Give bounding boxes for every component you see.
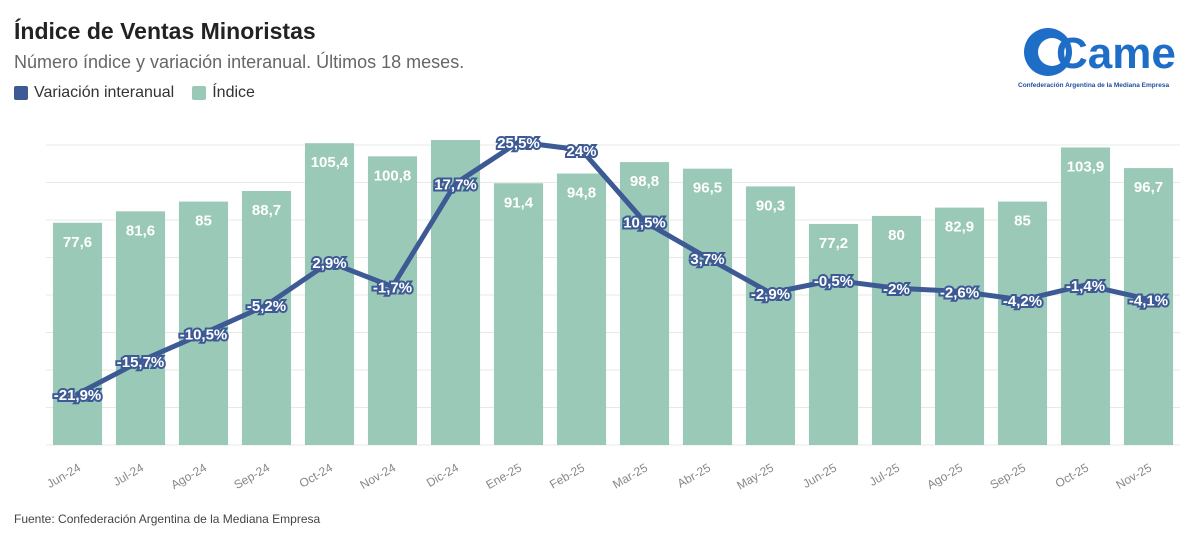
x-tick-label: Ago-24 (168, 460, 209, 492)
bar (682, 168, 733, 445)
x-tick-label: Oct-24 (297, 460, 335, 490)
came-logo: Came (1024, 28, 1176, 78)
x-tick-label: May-25 (734, 460, 776, 492)
x-tick-label: Nov-24 (357, 460, 398, 492)
bar-value-label: 81,6 (126, 222, 155, 239)
x-tick-label: Sep-24 (231, 460, 272, 492)
bar-value-label: 96,7 (1134, 179, 1163, 196)
chart-subtitle: Número índice y variación interanual. Úl… (14, 52, 465, 72)
bar-value-label: 91,4 (504, 194, 534, 211)
x-tick-label: Jun-25 (800, 460, 839, 491)
x-tick-label: Ago-25 (924, 460, 965, 492)
bar-value-label: 94,8 (567, 185, 596, 202)
line-point-label: 24% (566, 143, 596, 160)
bar-value-label: 88,7 (252, 202, 281, 219)
line-point-label: 2,9% (312, 255, 346, 272)
bar-value-label: 85 (195, 213, 212, 230)
bar (1060, 147, 1111, 445)
bar (52, 222, 103, 445)
line-point-label: 17,7% (434, 176, 477, 193)
logo-circle-inner (1038, 38, 1066, 66)
line-point-label: -4,2% (1003, 293, 1042, 310)
line-point-label: -2% (883, 281, 910, 298)
chart-title: Índice de Ventas Minoristas (14, 18, 316, 44)
x-tick-label: Mar-25 (610, 460, 650, 491)
bar (556, 173, 607, 445)
x-tick-label: Jul-24 (111, 460, 147, 489)
bar-value-label: 77,2 (819, 235, 848, 252)
source-note: Fuente: Confederación Argentina de la Me… (14, 512, 321, 526)
x-tick-label: Nov-25 (1113, 460, 1154, 492)
x-tick-label: Feb-25 (547, 460, 587, 491)
legend-swatch-line (14, 86, 28, 100)
line-point-label: 3,7% (690, 251, 724, 268)
line-point-label: -15,7% (117, 354, 165, 371)
series-line-variacion (75, 139, 1151, 397)
bar (619, 162, 670, 445)
bar-value-label: 96,5 (693, 180, 722, 197)
bar (997, 201, 1048, 445)
x-tick-label: Oct-25 (1053, 460, 1091, 490)
logo-text: Came (1056, 29, 1176, 78)
bar (367, 156, 418, 445)
bar (430, 140, 481, 446)
line-point-label: -0,5% (814, 273, 853, 290)
line-point-label: -1,4% (1066, 278, 1105, 295)
legend-label-line: Variación interanual (34, 84, 175, 101)
bar-value-label: 105,4 (311, 154, 349, 171)
line-point-label: -5,2% (247, 298, 286, 315)
bar-value-label: 82,9 (945, 219, 974, 236)
x-tick-label: Ene-25 (483, 460, 524, 492)
line-point-label: 10,5% (623, 215, 666, 232)
line-point-label: -10,5% (180, 326, 228, 343)
bar (871, 215, 922, 445)
bar (745, 186, 796, 445)
bar (934, 207, 985, 445)
line-point-label: -4,1% (1129, 292, 1168, 309)
bar-value-label: 77,6 (63, 234, 92, 251)
line-point-label: -2,6% (940, 284, 979, 301)
bar-value-label: 103,9 (1067, 158, 1105, 175)
legend-item-line: Variación interanual (14, 84, 174, 102)
legend-item-bar: Índice (192, 84, 255, 102)
bar (178, 201, 229, 445)
line-point-label: -1,7% (373, 280, 412, 297)
logo-caption: Confederación Argentina de la Mediana Em… (1018, 82, 1170, 89)
x-tick-label: Dic-24 (424, 460, 461, 490)
bar-value-label: 90,3 (756, 197, 785, 214)
legend-swatch-bar (192, 86, 207, 100)
bar-value-label: 85 (1014, 213, 1031, 230)
legend-label-bar: Índice (212, 84, 255, 101)
bar (493, 183, 544, 445)
bar (808, 223, 859, 445)
line-point-label: -2,9% (751, 286, 790, 303)
line-point-label: -21,9% (54, 387, 102, 404)
line-point-label: 25,5% (497, 135, 540, 152)
x-tick-label: Jun-24 (44, 460, 83, 491)
bar-value-label: 100,8 (374, 167, 412, 184)
bar-value-label: 80 (888, 227, 905, 244)
bar-value-label: 98,8 (630, 173, 659, 190)
x-tick-label: Jul-25 (867, 460, 903, 489)
bar (304, 143, 355, 445)
bar (241, 190, 292, 445)
bar (115, 211, 166, 445)
bar (1123, 168, 1174, 445)
x-tick-label: Sep-25 (987, 460, 1028, 492)
legend: Variación interanual Índice (14, 84, 255, 102)
x-tick-label: Abr-25 (675, 460, 713, 490)
